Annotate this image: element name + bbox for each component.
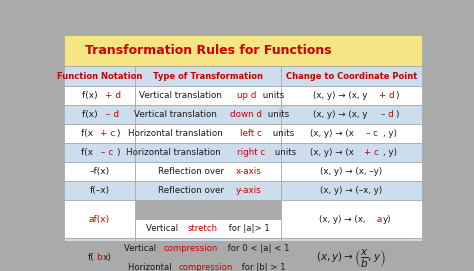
Text: units: units (273, 148, 297, 157)
Text: ): ) (116, 148, 119, 157)
Text: Vertical translation: Vertical translation (134, 110, 220, 119)
Bar (135, 220, 281, 238)
Text: – c: – c (366, 129, 378, 138)
Text: units: units (270, 129, 294, 138)
Text: f(x: f(x (82, 129, 96, 138)
Bar (135, 105, 281, 124)
Text: af(x): af(x) (89, 215, 110, 224)
Text: a: a (377, 215, 382, 224)
Text: left c: left c (240, 129, 262, 138)
Text: f(x): f(x) (82, 91, 101, 100)
Text: + d: + d (105, 91, 121, 100)
Text: Type of Transformation: Type of Transformation (153, 72, 263, 80)
Text: x-axis: x-axis (236, 167, 262, 176)
Text: units: units (265, 110, 289, 119)
Text: (x, y) → (x: (x, y) → (x (310, 129, 357, 138)
Text: (x, y) → (x,: (x, y) → (x, (319, 215, 368, 224)
Text: ): ) (396, 110, 399, 119)
Text: b: b (97, 253, 102, 262)
Text: Vertical translation: Vertical translation (139, 91, 225, 100)
Text: ): ) (396, 91, 399, 100)
Text: – d: – d (106, 110, 119, 119)
Bar (135, 143, 281, 162)
Text: f(–x): f(–x) (90, 186, 109, 195)
Text: (x, y) → (x: (x, y) → (x (310, 148, 357, 157)
Bar (64, 181, 135, 200)
Text: down d: down d (230, 110, 262, 119)
Bar (281, 200, 422, 238)
Text: , y): , y) (383, 148, 397, 157)
Text: y): y) (383, 215, 392, 224)
Text: for |a|> 1: for |a|> 1 (226, 224, 269, 233)
Bar (135, 257, 281, 271)
Text: stretch: stretch (188, 224, 218, 233)
Bar (64, 143, 135, 162)
Text: up d: up d (237, 91, 256, 100)
Text: Function Notation: Function Notation (57, 72, 142, 80)
Bar (64, 200, 135, 238)
Text: – d: – d (381, 110, 393, 119)
Text: + d: + d (379, 91, 395, 100)
Text: $(x, y) \rightarrow \left(\dfrac{x}{b}, y\right)$: $(x, y) \rightarrow \left(\dfrac{x}{b}, … (316, 247, 386, 269)
Bar (135, 162, 281, 181)
Bar (281, 124, 422, 143)
Bar (135, 124, 281, 143)
Bar (281, 86, 422, 105)
Text: + c: + c (100, 129, 115, 138)
Text: Horizontal: Horizontal (128, 263, 174, 271)
Text: y-axis: y-axis (236, 186, 262, 195)
Bar (281, 162, 422, 181)
Text: Change to Coordinate Point: Change to Coordinate Point (286, 72, 417, 80)
Text: units: units (260, 91, 284, 100)
Bar (135, 181, 281, 200)
Bar (64, 86, 135, 105)
Bar (135, 86, 281, 105)
Text: for |b| > 1: for |b| > 1 (239, 263, 286, 271)
Bar (64, 105, 135, 124)
Text: Vertical: Vertical (146, 224, 181, 233)
Text: compression: compression (164, 244, 218, 253)
Text: ): ) (116, 129, 119, 138)
Text: right c: right c (237, 148, 265, 157)
Text: Transformation Rules for Functions: Transformation Rules for Functions (84, 44, 331, 57)
Text: f(x): f(x) (82, 110, 101, 119)
Text: , y): , y) (383, 129, 397, 138)
Text: (x, y) → (x, y: (x, y) → (x, y (312, 91, 370, 100)
Text: –f(x): –f(x) (90, 167, 109, 176)
Bar (135, 238, 281, 257)
Text: + c: + c (365, 148, 379, 157)
Text: – c: – c (101, 148, 114, 157)
Bar (64, 124, 135, 143)
Bar (281, 66, 422, 86)
Text: f(x: f(x (82, 148, 96, 157)
Text: x): x) (103, 253, 112, 262)
Text: Horizontal translation: Horizontal translation (126, 148, 223, 157)
Text: Reflection over: Reflection over (158, 186, 227, 195)
Bar (281, 238, 422, 271)
Bar (64, 238, 135, 271)
Bar (281, 143, 422, 162)
Bar (64, 66, 135, 86)
Bar (64, 162, 135, 181)
Text: for 0 < |a| < 1: for 0 < |a| < 1 (225, 244, 290, 253)
Bar (135, 66, 281, 86)
Text: (x, y) → (x, –y): (x, y) → (x, –y) (320, 167, 383, 176)
Text: Reflection over: Reflection over (158, 167, 227, 176)
Text: Vertical: Vertical (124, 244, 158, 253)
Bar (281, 105, 422, 124)
Text: compression: compression (178, 263, 233, 271)
Text: (x, y) → (–x, y): (x, y) → (–x, y) (320, 186, 383, 195)
Text: Horizontal translation: Horizontal translation (128, 129, 226, 138)
Bar (281, 181, 422, 200)
Text: (x, y) → (x, y: (x, y) → (x, y (312, 110, 370, 119)
Text: f(: f( (88, 253, 95, 262)
Bar (64, 35, 422, 66)
